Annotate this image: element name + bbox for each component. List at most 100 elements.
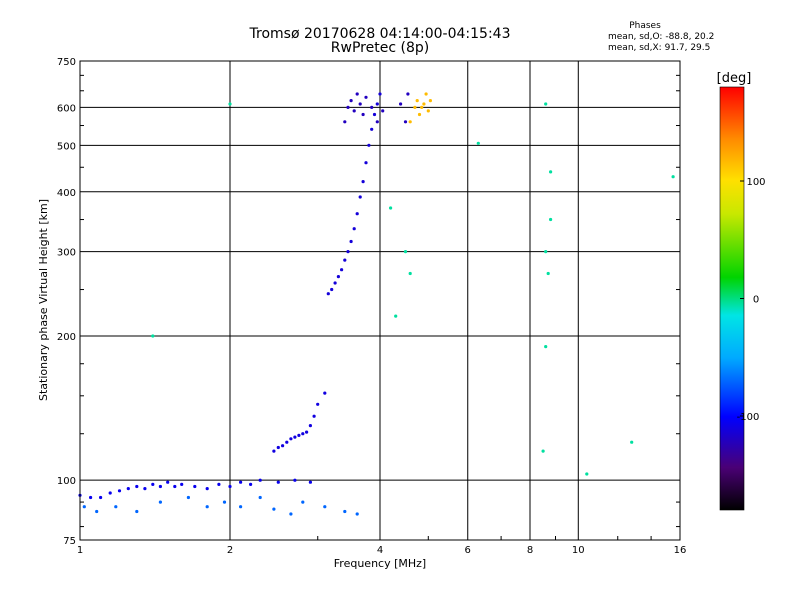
data-point (143, 487, 147, 491)
x-tick-label: 8 (527, 545, 533, 556)
y-tick-label: 400 (57, 188, 76, 199)
data-point (301, 500, 305, 504)
data-point (544, 345, 548, 349)
data-point (326, 292, 330, 296)
data-point (258, 495, 262, 500)
data-point (352, 109, 356, 113)
data-point (370, 127, 374, 131)
data-point (413, 105, 417, 109)
chart-title: Tromsø 20170628 04:14:00-04:15:43 (249, 26, 511, 42)
data-point (289, 512, 293, 516)
data-point (281, 444, 285, 448)
data-point (408, 120, 412, 124)
colorbar-tick-label: 100 (746, 177, 765, 188)
colorbar (719, 86, 745, 511)
y-tick-label: 75 (63, 536, 76, 547)
data-point (349, 99, 353, 103)
data-point (358, 195, 362, 199)
plot-frame (79, 60, 681, 541)
y-tick-label: 100 (57, 476, 76, 487)
data-point (333, 281, 337, 285)
y-tick-label: 750 (57, 57, 76, 68)
data-point (361, 112, 365, 117)
x-tick-label: 2 (227, 545, 233, 556)
data-point (585, 472, 589, 476)
data-point (249, 482, 253, 486)
data-point (355, 212, 359, 216)
data-point (158, 484, 162, 489)
data-point (343, 120, 347, 124)
y-tick-label: 300 (57, 248, 76, 259)
data-point (370, 105, 374, 109)
data-point (99, 495, 103, 500)
chart-subtitle: RwPretec (8p) (330, 40, 430, 56)
data-point (276, 445, 280, 450)
data-point (375, 102, 379, 106)
data-point (424, 92, 428, 96)
data-point (340, 268, 344, 272)
data-point (544, 102, 548, 106)
data-point (349, 239, 353, 244)
data-point (316, 402, 320, 406)
data-point (399, 102, 403, 106)
data-point (89, 495, 93, 500)
data-point (95, 509, 99, 514)
data-point (301, 432, 305, 436)
data-point (367, 143, 371, 147)
data-point (117, 489, 122, 493)
data-point (394, 314, 398, 318)
data-point (193, 484, 197, 489)
data-point (312, 414, 316, 418)
phase-o-stats: mean, sd,O: -88.8, 20.2 (608, 32, 715, 42)
data-point (258, 478, 262, 482)
data-point (330, 287, 334, 292)
data-point (239, 505, 243, 509)
data-point (272, 507, 276, 511)
data-point (293, 478, 297, 482)
data-point (114, 505, 118, 509)
data-point (343, 258, 347, 262)
data-point (343, 509, 347, 514)
data-point (217, 482, 221, 486)
x-axis-label: Frequency [MHz] (334, 557, 426, 570)
phases-header: Phases (629, 21, 661, 31)
data-point (346, 105, 350, 109)
data-point (323, 505, 327, 509)
data-point (549, 170, 553, 174)
data-point (166, 480, 170, 484)
data-point (352, 227, 356, 231)
data-point (428, 99, 432, 103)
data-point (126, 487, 130, 491)
data-point (372, 112, 377, 117)
data-point (544, 250, 548, 254)
data-point (403, 120, 408, 124)
data-point (375, 120, 379, 124)
data-point (186, 495, 190, 500)
y-tick-label: 200 (57, 332, 76, 343)
data-point (346, 250, 350, 254)
data-point (630, 440, 634, 444)
data-point (355, 512, 359, 516)
x-tick-label: 6 (465, 545, 471, 556)
data-point (205, 487, 209, 491)
y-axis-label: Stationary phase Virtual Height [km] (37, 199, 50, 401)
x-tick-label: 16 (674, 545, 687, 556)
data-point (285, 440, 289, 444)
data-point (415, 99, 419, 103)
data-point (205, 505, 209, 509)
y-tick-label: 600 (57, 103, 76, 114)
data-point (417, 112, 422, 117)
data-point (222, 500, 227, 504)
data-point (228, 484, 232, 489)
data-point (420, 105, 424, 109)
data-point (336, 275, 340, 279)
data-point (293, 435, 297, 439)
data-point (135, 509, 139, 514)
phase-x-stats: mean, sd,X: 91.7, 29.5 (608, 43, 711, 53)
data-point (151, 334, 155, 338)
data-point (297, 433, 301, 437)
data-point (358, 102, 362, 106)
data-point (364, 95, 368, 99)
colorbar-tick-label: -100 (737, 412, 760, 423)
